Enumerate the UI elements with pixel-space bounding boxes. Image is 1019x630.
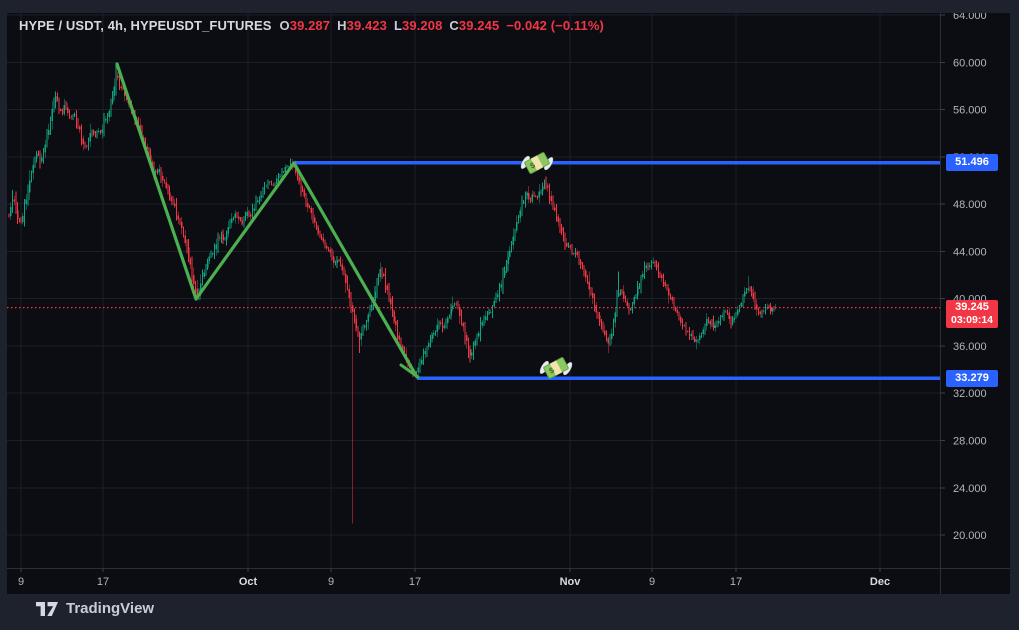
tradingview-logo-text: TradingView [66,600,155,617]
axis-separators [7,13,1010,594]
ohlc-high: H39.423 [337,18,387,33]
time-tick-label: 9 [328,576,334,588]
tradingview-logo-icon [36,601,58,616]
ohlc-low: L39.208 [393,18,443,33]
time-tick-label: Nov [560,576,582,588]
trendline-drawing[interactable] [115,62,419,379]
ohlc-close: C39.245 [449,18,500,33]
price-tick-label: 56.000 [953,105,987,117]
bar-countdown: 03:09:14 [950,314,994,326]
trendline-tail[interactable] [399,363,420,379]
symbol-title[interactable]: HYPE / USDT, 4h, HYPEUSDT_FUTURES [19,18,272,33]
time-tick-label: 9 [18,576,24,588]
chart-panel[interactable]: $$64.00060.00056.00052.00048.00044.00040… [7,13,1010,594]
price-tick-label: 60.000 [953,57,987,69]
time-tick-label: Oct [239,576,258,588]
candles [8,63,777,524]
price-level-badge-upper: 51.496 [946,154,998,171]
ohlc-open: O39.287 [279,18,331,33]
price-tick-label: 24.000 [953,483,987,495]
money-with-wings-icon-1[interactable]: $ [535,349,577,387]
svg-text:$: $ [529,160,538,170]
time-tick-label: 9 [649,576,655,588]
price-tick-label: 32.000 [953,388,987,400]
time-tick-label: 17 [730,576,742,588]
symbol-ohlc-bar: HYPE / USDT, 4h, HYPEUSDT_FUTURES O39.28… [19,18,604,33]
change-readout: −0.042 (−0.11%) [506,18,604,33]
price-tick-label: 48.000 [953,199,987,211]
price-tick-label: 28.000 [953,436,987,448]
price-tick-label: 36.000 [953,341,987,353]
grid [7,13,940,568]
price-level-badge-lower: 33.279 [946,370,998,387]
price-tick-label: 20.000 [953,530,987,542]
time-axis[interactable]: 9 17 Oct 9 17 Nov 9 17 Dec [18,576,890,588]
price-tick-label: 44.000 [953,246,987,258]
time-tick-label: 17 [409,576,421,588]
candlestick-chart[interactable]: $$64.00060.00056.00052.00048.00044.00040… [7,13,1010,594]
time-tick-label: Dec [870,576,890,588]
time-tick-label: 17 [97,576,109,588]
last-price-badge: 39.245 03:09:14 [946,300,998,328]
money-with-wings-icon-0[interactable]: $ [516,144,558,182]
tradingview-logo[interactable]: TradingView [36,600,154,617]
last-price-value: 39.245 [955,301,989,313]
price-tick-label: 64.000 [953,13,987,22]
svg-text:$: $ [548,365,557,375]
price-axis[interactable]: 64.00060.00056.00052.00048.00044.00040.0… [953,13,987,542]
